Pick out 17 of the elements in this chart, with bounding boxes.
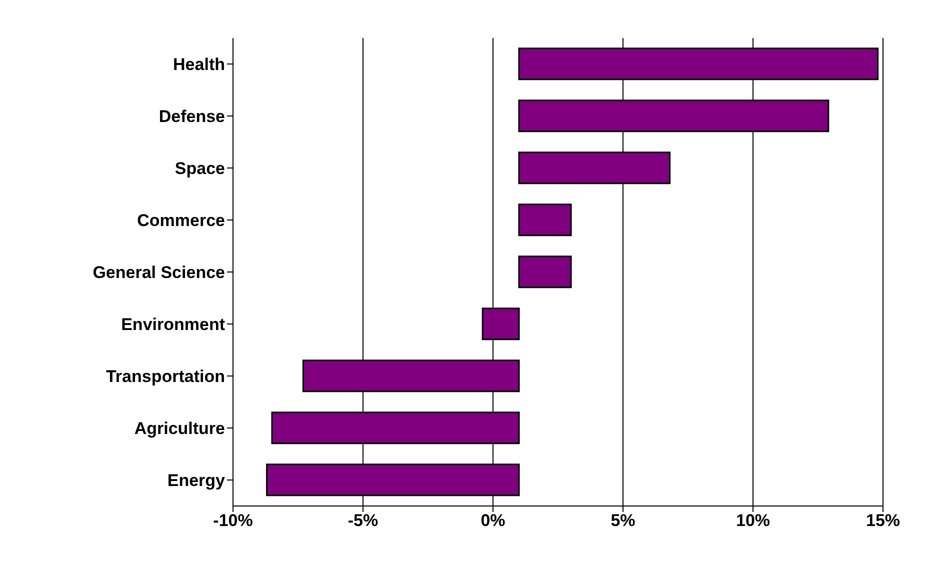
x-tick-label: -10% bbox=[213, 511, 253, 530]
y-tick-label: Defense bbox=[158, 107, 225, 126]
x-tick-label: 0% bbox=[480, 511, 506, 530]
bar bbox=[518, 256, 572, 288]
y-tick-label: Commerce bbox=[137, 211, 225, 230]
y-tick-label: Agriculture bbox=[134, 419, 225, 438]
bar bbox=[518, 204, 572, 236]
x-tick-label: 5% bbox=[610, 511, 636, 530]
y-tick-label: Space bbox=[174, 159, 225, 178]
y-tick-label: Health bbox=[173, 55, 225, 74]
x-tick-label: -5% bbox=[348, 511, 378, 530]
y-tick-label: Energy bbox=[167, 471, 226, 490]
y-tick-label: Transportation bbox=[106, 367, 225, 386]
x-tick-label: 10% bbox=[736, 511, 770, 530]
x-tick-label: 15% bbox=[866, 511, 900, 530]
y-tick-label: General Science bbox=[92, 263, 225, 282]
y-tick-label: Environment bbox=[121, 315, 226, 334]
